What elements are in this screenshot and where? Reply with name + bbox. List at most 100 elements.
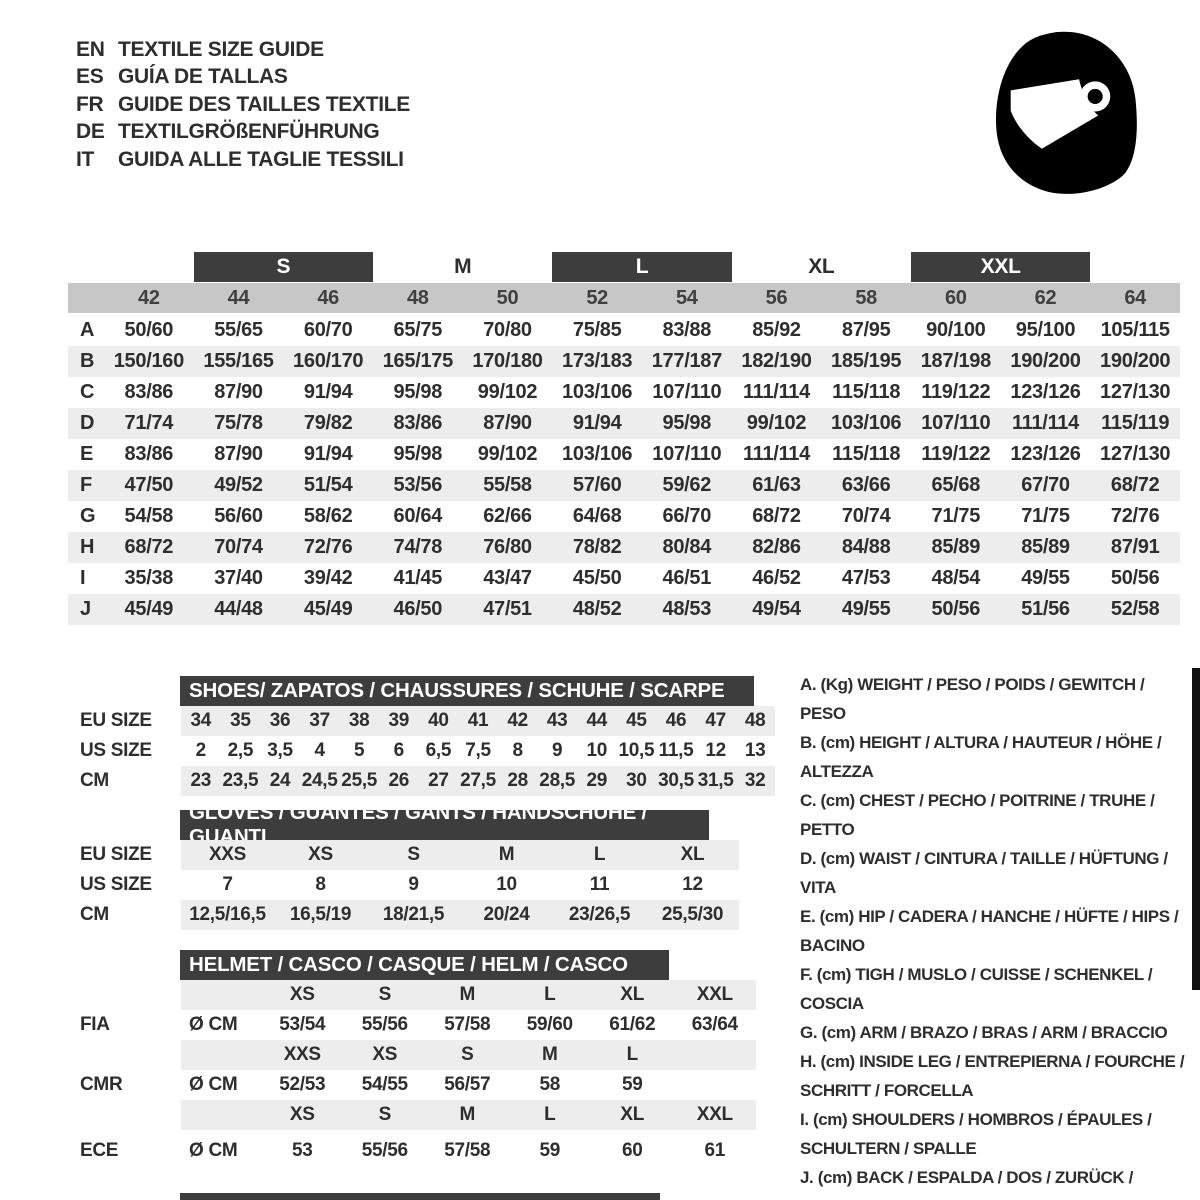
shoes-value: 10,5 bbox=[618, 740, 655, 761]
numeric-size: 60 bbox=[944, 286, 967, 309]
helmet-value: 55/56 bbox=[361, 1014, 408, 1035]
shoes-value: 44 bbox=[586, 710, 608, 731]
helmet-size-label: XS bbox=[372, 1044, 398, 1065]
measurement-value: 55/65 bbox=[214, 319, 263, 341]
measurement-value: 182/190 bbox=[741, 350, 812, 372]
measurement-value: 60/64 bbox=[393, 505, 443, 527]
legend-item: J. (cm) BACK / ESPALDA / DOS / ZURÜCK / … bbox=[800, 1168, 1133, 1200]
helmet-size-label: S bbox=[378, 984, 392, 1005]
measurement-value: 119/122 bbox=[921, 381, 991, 403]
measurement-value: 46/50 bbox=[393, 598, 443, 620]
shoes-value: 30,5 bbox=[658, 770, 694, 791]
measurement-value: 45/49 bbox=[124, 598, 174, 620]
language-title: GUÍA DE TALLAS bbox=[118, 65, 288, 89]
helmet-size-label: L bbox=[544, 1104, 556, 1125]
measurement-value: 103/106 bbox=[562, 381, 633, 403]
helmet-size-label: M bbox=[459, 1104, 476, 1125]
helmet-value: 58 bbox=[539, 1074, 561, 1095]
helmet-title: HELMET / CASCO / CASQUE / HELM / CASCO bbox=[189, 953, 628, 976]
shoes-value: 12 bbox=[705, 740, 726, 761]
measurement-value: 83/86 bbox=[393, 412, 443, 434]
shoes-value: 4 bbox=[314, 740, 325, 761]
measurement-value: 150/160 bbox=[113, 350, 185, 372]
row-label: B bbox=[80, 350, 95, 372]
measurement-value: 111/114 bbox=[743, 443, 810, 465]
helmet-unit: Ø CM bbox=[189, 1074, 238, 1095]
language-row: ES GUÍA DE TALLAS bbox=[76, 64, 410, 92]
helmet-value: 59 bbox=[621, 1074, 643, 1095]
measurement-value: 107/110 bbox=[652, 381, 722, 403]
shoes-value: 6,5 bbox=[425, 740, 452, 761]
helmet-size-label: XL bbox=[620, 984, 645, 1005]
gloves-value: 25,5/30 bbox=[661, 904, 724, 925]
measurement-row-G: G 54/58 56/60 58/62 60/64 62/66 64/68 66/70 68/7… bbox=[68, 501, 1180, 532]
helmet-size-label: S bbox=[461, 1044, 474, 1065]
legend-item: I. (cm) SHOULDERS / HOMBROS / ÉPAULES / … bbox=[800, 1110, 1152, 1158]
measurement-value: 115/118 bbox=[832, 381, 901, 403]
shoes-value: 32 bbox=[744, 770, 766, 791]
language-title: TEXTILGRÖßENFÜHRUNG bbox=[118, 120, 380, 144]
shoes-value: 8 bbox=[512, 740, 523, 761]
shoes-value: 31,5 bbox=[697, 770, 734, 791]
helmet-value: 55/56 bbox=[361, 1140, 408, 1161]
shoes-row-label: CM bbox=[80, 770, 109, 791]
shoes-value: 43 bbox=[546, 710, 568, 731]
measurement-value: 87/90 bbox=[214, 443, 263, 465]
shoes-value: 11,5 bbox=[658, 740, 694, 761]
measurement-value: 62/66 bbox=[483, 505, 532, 527]
language-code: ES bbox=[76, 65, 104, 89]
measurement-value: 68/72 bbox=[1110, 474, 1160, 496]
measurement-value: 123/126 bbox=[1010, 443, 1081, 465]
measurement-value: 67/70 bbox=[1021, 474, 1070, 496]
numeric-size: 62 bbox=[1034, 286, 1057, 309]
gloves-row-label: EU SIZE bbox=[80, 844, 152, 865]
gloves-row-band: 12,5/16,5 16,5/19 18/21,5 20/24 23/26,5 25,5/… bbox=[181, 900, 739, 930]
helmet-value: 52/53 bbox=[279, 1074, 326, 1095]
measurement-value: 123/126 bbox=[1010, 381, 1081, 403]
shoes-value: 13 bbox=[744, 740, 766, 761]
measurement-value: 95/98 bbox=[662, 412, 712, 434]
helmet-size-label: L bbox=[544, 984, 556, 1005]
measurement-value: 65/75 bbox=[393, 319, 443, 341]
helmet-value: 61 bbox=[704, 1140, 726, 1161]
helmet-size-label: XS bbox=[289, 1104, 315, 1125]
numeric-size: 48 bbox=[406, 286, 429, 309]
measurement-value: 49/52 bbox=[214, 474, 263, 496]
shoes-value: 39 bbox=[388, 710, 410, 731]
measurement-value: 50/56 bbox=[931, 598, 981, 620]
gloves-row-label: CM bbox=[80, 904, 109, 925]
shoes-value: 27 bbox=[428, 770, 449, 791]
legend-item: G. (cm) ARM / BRAZO / BRAS / ARM / BRACC… bbox=[800, 1023, 1168, 1042]
shoes-value: 28 bbox=[507, 770, 528, 791]
helmet-value: 53 bbox=[291, 1140, 313, 1161]
gloves-value: XS bbox=[308, 844, 333, 865]
gloves-value: 11 bbox=[589, 874, 610, 895]
numeric-size: 44 bbox=[227, 286, 250, 309]
helmet-sizes-band: XS S M L XL XXL bbox=[181, 1100, 756, 1130]
shoes-value: 24 bbox=[269, 770, 291, 791]
measurement-value: 115/119 bbox=[1101, 412, 1170, 434]
measurement-value: 45/49 bbox=[303, 598, 353, 620]
numeric-size: 42 bbox=[138, 286, 160, 309]
measurement-value: 187/198 bbox=[920, 350, 992, 372]
helmet-sizes-row-fia: XS S M L XL XXL bbox=[0, 980, 1200, 1010]
row-label: D bbox=[80, 412, 95, 434]
numeric-size: 54 bbox=[675, 286, 698, 309]
shoes-value: 42 bbox=[507, 710, 528, 731]
shoes-value: 40 bbox=[428, 710, 449, 731]
measurement-value: 47/50 bbox=[124, 474, 174, 496]
measurement-value: 49/55 bbox=[841, 598, 891, 620]
shoes-row-us-size: US SIZE 2 2,5 3,5 4 5 6 6,5 7,5 8 9 10 10,5 11,5 12 13 bbox=[0, 736, 1200, 766]
shoes-value: 2,5 bbox=[227, 740, 254, 761]
shoes-value: 10 bbox=[586, 740, 608, 761]
language-code: FR bbox=[76, 92, 104, 116]
helmet-size-label: M bbox=[541, 1044, 558, 1065]
measurement-value: 71/75 bbox=[1021, 505, 1070, 527]
helmet-values-band: Ø CM 52/53 54/55 56/57 58 59 bbox=[181, 1070, 756, 1100]
measurement-value: 177/187 bbox=[651, 350, 723, 372]
helmet-sizes-row-ece: XS S M L XL XXL bbox=[0, 1100, 1200, 1130]
right-edge-line bbox=[1192, 668, 1200, 990]
measurement-value: 71/75 bbox=[931, 505, 981, 527]
measurement-value: 41/45 bbox=[393, 567, 443, 589]
measurement-value: 75/78 bbox=[214, 412, 263, 434]
